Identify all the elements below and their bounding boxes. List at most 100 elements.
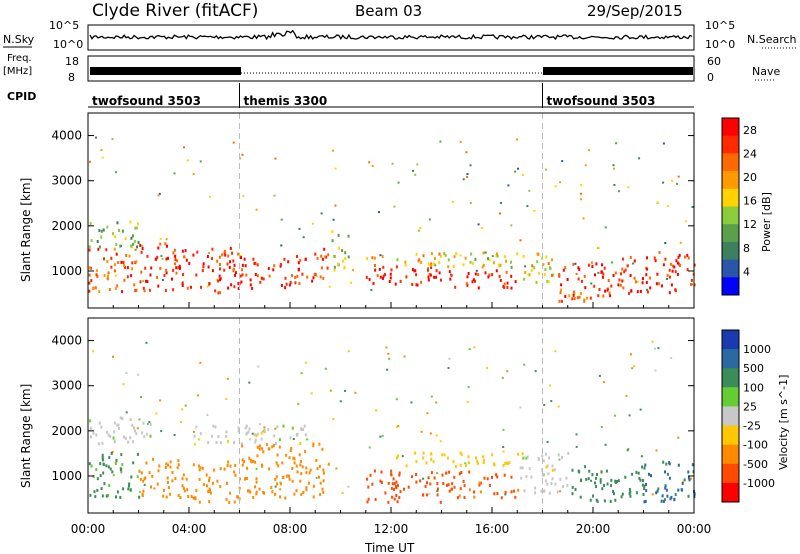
range-cell <box>648 472 650 476</box>
range-cell <box>470 252 473 256</box>
range-cell <box>209 195 211 198</box>
range-cell <box>245 273 248 277</box>
range-cell <box>157 284 160 288</box>
range-cell <box>444 253 447 257</box>
range-cell <box>312 495 315 499</box>
range-cell <box>92 431 95 435</box>
range-cell <box>448 489 451 493</box>
range-cell <box>674 493 677 497</box>
range-cell <box>274 477 277 481</box>
range-cell <box>602 272 605 276</box>
range-cell <box>407 485 410 489</box>
range-cell <box>224 253 227 257</box>
range-cell <box>199 466 202 470</box>
range-cell <box>541 454 544 458</box>
range-cell <box>255 467 258 470</box>
range-cell <box>399 279 402 283</box>
range-cell <box>142 286 145 290</box>
range-cell <box>679 241 682 244</box>
freq-band-seg-2 <box>543 67 693 75</box>
range-cell <box>95 468 98 472</box>
range-cell <box>486 477 489 481</box>
range-cell <box>556 490 559 494</box>
range-cell <box>322 479 325 483</box>
range-cell <box>485 367 488 369</box>
range-cell <box>375 409 378 412</box>
range-cell <box>182 473 185 477</box>
range-cell <box>646 288 649 291</box>
range-cell <box>604 226 607 229</box>
range-cell <box>143 483 146 486</box>
range-cell <box>293 461 296 465</box>
range-cell <box>254 273 257 276</box>
range-cell <box>157 194 160 197</box>
range-cell <box>165 462 168 466</box>
range-cell <box>122 435 125 439</box>
range-cell <box>603 499 606 503</box>
range-cell <box>98 245 101 249</box>
range-cell <box>459 254 462 257</box>
range-cell <box>227 286 230 290</box>
range-cell <box>211 481 214 485</box>
range-cell <box>650 474 652 478</box>
range-cell <box>433 476 436 480</box>
range-cell <box>436 490 439 492</box>
range-cell <box>554 350 557 353</box>
range-cell <box>671 269 674 273</box>
colorbar-swatch <box>722 277 739 296</box>
range-cell <box>219 467 222 471</box>
frequency-panel-frame <box>87 55 695 82</box>
range-cell <box>279 495 282 499</box>
range-cell <box>600 426 603 428</box>
range-cell <box>432 460 435 464</box>
range-cell <box>319 275 322 279</box>
range-cell <box>562 485 564 488</box>
range-cell <box>664 257 667 261</box>
range-cell <box>166 476 169 480</box>
range-cell <box>405 464 408 468</box>
power-ylabel: Slant Range [km] <box>19 178 33 282</box>
range-cell <box>172 251 175 255</box>
nsky-trace <box>89 29 693 41</box>
range-cell <box>521 173 524 176</box>
range-cell <box>420 280 423 284</box>
range-cell <box>234 271 237 275</box>
range-cell <box>499 278 502 282</box>
range-cell <box>427 268 429 272</box>
range-cell <box>300 428 303 431</box>
range-cell <box>580 192 582 195</box>
range-cell <box>605 469 608 473</box>
range-cell <box>456 496 459 500</box>
range-cell <box>378 211 380 214</box>
range-cell <box>160 255 163 257</box>
range-cell <box>285 453 288 457</box>
range-cell <box>371 256 374 260</box>
range-cell <box>399 490 402 494</box>
range-cell <box>311 222 314 225</box>
range-cell <box>342 259 345 263</box>
range-cell <box>573 297 576 301</box>
range-cell <box>207 265 210 269</box>
range-cell <box>368 161 371 164</box>
range-cell <box>414 173 417 176</box>
range-cell <box>544 479 547 483</box>
colorbar-swatch <box>722 224 739 243</box>
range-cell <box>449 277 452 281</box>
range-cell <box>158 464 161 468</box>
range-cell <box>225 430 228 434</box>
range-cell <box>662 460 665 464</box>
range-cell <box>140 270 143 274</box>
range-cell <box>130 244 133 248</box>
range-cell <box>664 470 666 474</box>
range-cell <box>144 266 147 270</box>
colorbar-tick-label: -100 <box>743 439 768 452</box>
range-cell <box>530 475 533 479</box>
range-cell <box>261 464 264 468</box>
range-cell <box>186 159 189 162</box>
range-cell <box>519 239 522 242</box>
range-cell <box>395 486 398 490</box>
range-cell <box>475 456 477 460</box>
range-cell <box>639 408 642 411</box>
range-cell <box>197 394 200 397</box>
range-cell <box>335 467 338 470</box>
